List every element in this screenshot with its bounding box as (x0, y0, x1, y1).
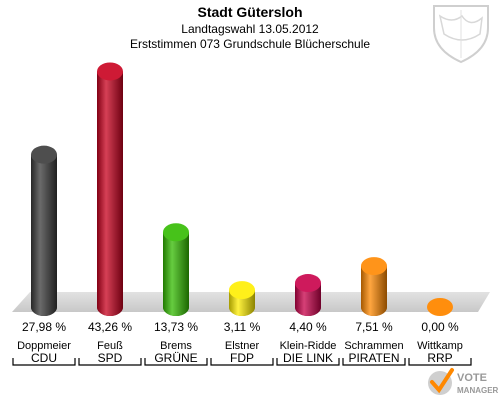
party-label: CDU (31, 351, 57, 365)
party-label: RRP (427, 351, 452, 365)
bar-cdu (31, 145, 57, 316)
value-label: 0,00 % (421, 320, 459, 334)
party-bracket (78, 358, 142, 366)
party-bracket (144, 358, 208, 366)
chart-title: Stadt Gütersloh (197, 4, 302, 20)
party-bracket (210, 358, 274, 366)
candidate-label: Doppmeier (17, 340, 71, 352)
party-bracket (276, 358, 340, 366)
party-label: GRÜNE (154, 351, 197, 365)
party-bracket (342, 358, 406, 366)
bar-rrp (427, 298, 453, 316)
chart-subtitle-location: Erststimmen 073 Grundschule Blücherschul… (130, 37, 370, 51)
bar-spd (97, 62, 123, 316)
bar-die-linke (295, 274, 321, 316)
coat-of-arms-icon (433, 5, 489, 64)
value-label: 7,51 % (355, 320, 393, 334)
candidate-label: Klein-Ridde (280, 340, 337, 352)
vote-manager-logo: VOTE MANAGER (428, 368, 499, 395)
logo-text-manager: MANAGER (457, 386, 499, 395)
candidate-label: Feuß (97, 340, 123, 352)
value-label: 27,98 % (22, 320, 66, 334)
chart-subtitle: Landtagswahl 13.05.2012 (181, 22, 319, 36)
party-label: SPD (98, 351, 123, 365)
candidate-label: Brems (160, 340, 192, 352)
bars-group (31, 62, 453, 316)
party-label: DIE LINK (283, 351, 333, 365)
party-label: FDP (230, 351, 254, 365)
logo-text-vote: VOTE (457, 372, 487, 384)
candidate-label: Schrammen (344, 340, 403, 352)
party-bracket (408, 358, 472, 366)
candidate-label: Elstner (225, 340, 260, 352)
bar-fdp (229, 281, 255, 316)
bar-piraten (361, 257, 387, 316)
value-labels-group: 27,98 % 43,26 % 13,73 % 3,11 % 4,40 % 7,51 % 0… (22, 320, 459, 334)
party-bracket (12, 358, 76, 366)
value-label: 13,73 % (154, 320, 198, 334)
bar-gr-ne (163, 223, 189, 316)
value-label: 4,40 % (289, 320, 327, 334)
value-label: 3,11 % (224, 320, 261, 334)
value-label: 43,26 % (88, 320, 132, 334)
check-mark-icon (428, 368, 454, 395)
party-label: PIRATEN (348, 351, 399, 365)
party-labels-group: CDU SPD GRÜNE FDP DIE LINK PIRATEN RRP (12, 351, 472, 366)
candidate-label: Wittkamp (417, 340, 463, 352)
candidate-labels-group: Doppmeier Feuß Brems Elstner Klein-Ridde Schr… (17, 340, 463, 352)
